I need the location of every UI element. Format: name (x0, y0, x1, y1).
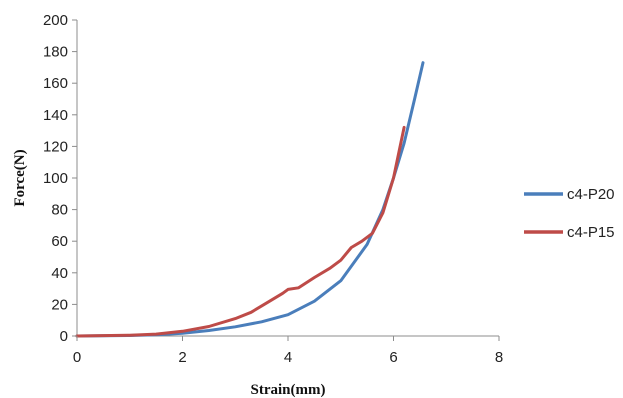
y-axis-ticks: 0 20 40 60 80 100 120 140 160 180 200 (43, 12, 77, 345)
x-tick-label: 2 (178, 349, 186, 366)
legend-label: c4-P15 (567, 224, 615, 241)
x-axis-title: Strain(mm) (251, 382, 326, 398)
y-tick-label: 60 (51, 233, 68, 250)
y-tick-label: 160 (43, 75, 68, 92)
y-tick-label: 80 (51, 202, 68, 219)
y-tick-label: 0 (60, 328, 68, 345)
y-tick-label: 200 (43, 12, 68, 29)
y-tick-label: 120 (43, 138, 68, 155)
y-tick-label: 40 (51, 265, 68, 282)
y-tick-label: 100 (43, 170, 68, 187)
y-tick-label: 140 (43, 107, 68, 124)
series-line-c4-P15 (75, 125, 406, 338)
x-tick-label: 0 (73, 349, 81, 366)
x-tick-label: 4 (284, 349, 292, 366)
x-axis-ticks: 0 2 4 6 8 (73, 336, 503, 366)
legend-label: c4-P20 (567, 186, 615, 203)
x-tick-label: 8 (495, 349, 503, 366)
plot-area (75, 20, 499, 338)
x-tick-label: 6 (389, 349, 397, 366)
legend: c4-P20 c4-P15 (524, 186, 615, 241)
series-line-c4-P20 (75, 61, 425, 338)
y-tick-label: 20 (51, 296, 68, 313)
y-axis-title: Force(N) (12, 149, 28, 206)
y-tick-label: 180 (43, 44, 68, 61)
